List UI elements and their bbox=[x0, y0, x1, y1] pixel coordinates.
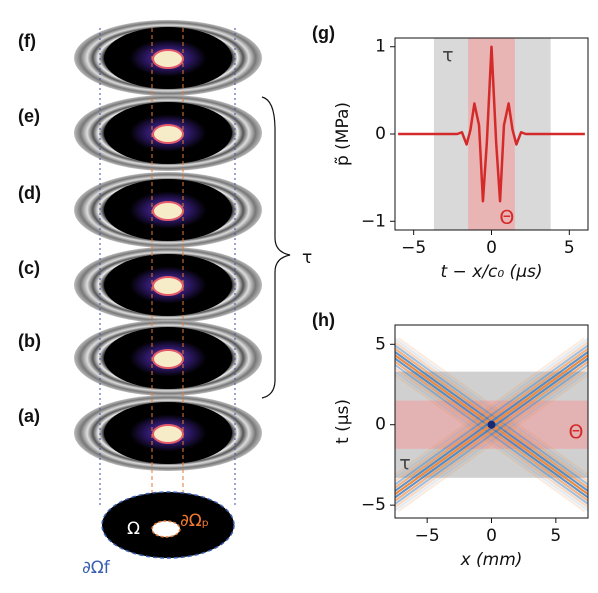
wavefront bbox=[395, 347, 588, 490]
wavefront bbox=[395, 350, 588, 493]
band-label: Θ bbox=[569, 421, 584, 443]
disc-stack bbox=[74, 20, 262, 471]
panel-label: (c) bbox=[18, 258, 40, 278]
wavefront bbox=[395, 340, 588, 483]
wavefront bbox=[395, 344, 588, 486]
wavefront bbox=[395, 373, 586, 513]
brace-label: τ bbox=[302, 248, 312, 268]
outer-boundary-label: ∂Ωf bbox=[82, 558, 111, 578]
source-spot bbox=[152, 276, 184, 296]
panel-label: (a) bbox=[18, 406, 40, 426]
panel-label: (h) bbox=[312, 310, 335, 330]
panel-label: (g) bbox=[312, 23, 335, 43]
wavefront bbox=[395, 363, 588, 506]
wavefront bbox=[395, 337, 586, 477]
panel-label: (d) bbox=[18, 183, 41, 203]
panel-label: (f) bbox=[18, 31, 36, 51]
x-axis-label: x (mm) bbox=[460, 550, 523, 570]
brace bbox=[261, 96, 291, 399]
focus bbox=[487, 420, 496, 429]
wavefront bbox=[395, 337, 588, 480]
y-tick-label: 0 bbox=[375, 124, 386, 144]
plot-area bbox=[395, 337, 588, 513]
wavefront bbox=[397, 337, 588, 477]
wavefront bbox=[395, 360, 588, 503]
band-label: τ bbox=[399, 452, 410, 474]
y-tick-label: −5 bbox=[361, 495, 386, 515]
inner-boundary-label: ∂Ωₚ bbox=[180, 511, 209, 531]
y-tick-label: 5 bbox=[375, 334, 386, 354]
band-label: Θ bbox=[499, 207, 514, 229]
source-spot bbox=[152, 201, 184, 221]
waveform bbox=[398, 45, 585, 203]
x-tick-label: 5 bbox=[550, 526, 561, 546]
wavefront bbox=[395, 366, 588, 509]
source bbox=[151, 520, 181, 538]
source-spot bbox=[152, 49, 184, 69]
source-spot bbox=[152, 124, 184, 144]
x-tick-label: 0 bbox=[486, 238, 497, 258]
band-label: τ bbox=[442, 45, 453, 67]
y-tick-label: 0 bbox=[375, 415, 386, 435]
domain-label: Ω bbox=[127, 519, 140, 539]
x-axis-label: t − x/c₀ (μs) bbox=[440, 262, 542, 282]
x-tick-label: −5 bbox=[401, 238, 426, 258]
y-tick-label: −1 bbox=[361, 211, 386, 231]
source-spot bbox=[152, 349, 184, 369]
wavefront bbox=[395, 344, 588, 486]
wavefront bbox=[395, 357, 588, 499]
y-axis-label: t (μs) bbox=[333, 399, 353, 444]
x-tick-label: 5 bbox=[564, 238, 575, 258]
panel-label: (e) bbox=[18, 106, 40, 126]
y-tick-label: 1 bbox=[375, 37, 386, 57]
x-tick-label: −5 bbox=[415, 526, 440, 546]
x-tick-label: 0 bbox=[486, 526, 497, 546]
wavefront bbox=[395, 366, 588, 509]
wavefront bbox=[395, 370, 588, 512]
wavefront bbox=[395, 363, 588, 506]
panel-label: (b) bbox=[18, 331, 41, 351]
wavefront bbox=[395, 340, 588, 483]
y-axis-label: p̃ (MPa) bbox=[333, 102, 353, 166]
wavefront bbox=[395, 370, 588, 512]
source-spot bbox=[152, 424, 184, 444]
wavefront bbox=[397, 373, 588, 513]
plot-area bbox=[398, 38, 585, 230]
wavefront bbox=[395, 337, 588, 480]
